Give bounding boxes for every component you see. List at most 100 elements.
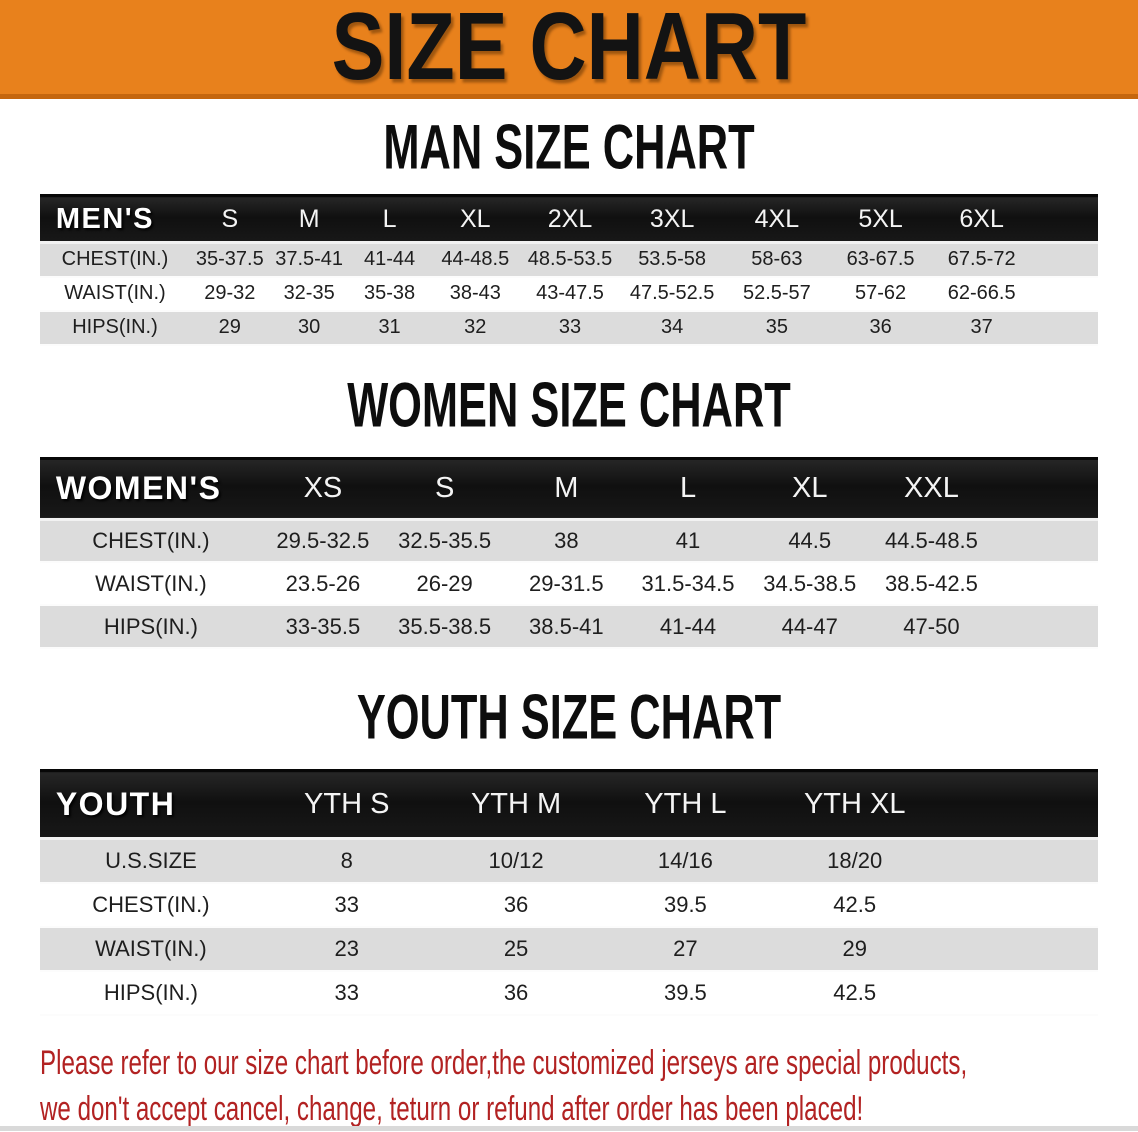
- size-value: 39.5: [600, 970, 771, 1016]
- size-value: 35: [724, 310, 830, 346]
- size-value: 29.5-32.5: [262, 519, 384, 563]
- row-label: U.S.SIZE: [39, 838, 263, 884]
- size-value: 37: [931, 310, 1032, 346]
- measurement-row: CHEST(IN.) 33 36 39.5 42.5: [39, 882, 1099, 928]
- size-value: 44-48.5: [430, 242, 521, 278]
- size-column-header: XL: [748, 456, 871, 521]
- size-value: 31: [348, 310, 431, 346]
- filler-cell: [939, 838, 1099, 884]
- filler-cell: [1031, 276, 1099, 312]
- header-row: MEN'S S M L XL 2XL 3XL 4XL 5XL 6XL: [39, 194, 1099, 244]
- size-value: 38.5-42.5: [870, 562, 993, 606]
- size-value: 23.5-26: [262, 562, 384, 606]
- measurement-row: CHEST(IN.) 35-37.5 37.5-41 41-44 44-48.5 48.5…: [39, 242, 1099, 278]
- filler-cell: [939, 970, 1099, 1016]
- size-column-header: XXL: [870, 456, 993, 521]
- filler-cell: [939, 926, 1099, 972]
- size-value: 34: [619, 310, 725, 346]
- measurement-row: CHEST(IN.) 29.5-32.5 32.5-35.5 38 41 44.5 44.5…: [39, 519, 1099, 563]
- women-table-header: WOMEN'S XS S M L XL XXL: [39, 456, 1099, 521]
- size-value: 8: [262, 838, 432, 884]
- size-column-header: M: [505, 456, 628, 521]
- size-value: 27: [600, 926, 771, 972]
- disclaimer-line-1: Please refer to our size chart before or…: [40, 1043, 968, 1082]
- measurement-row: HIPS(IN.) 29 30 31 32 33 34 35 36 37: [39, 310, 1099, 346]
- size-column-header: 2XL: [520, 194, 620, 244]
- disclaimer-line-2: we don't accept cancel, change, teturn o…: [40, 1090, 864, 1129]
- header-row: WOMEN'S XS S M L XL XXL: [39, 456, 1099, 521]
- size-value: 32.5-35.5: [383, 519, 506, 563]
- measurement-row: WAIST(IN.) 23.5-26 26-29 29-31.5 31.5-34.5 34…: [39, 562, 1099, 606]
- size-column-header: L: [627, 456, 749, 521]
- size-value: 38.5-41: [505, 605, 628, 649]
- filler-cell: [992, 605, 1099, 649]
- measurement-row: WAIST(IN.) 23 25 27 29: [39, 926, 1099, 972]
- size-value: 31.5-34.5: [627, 562, 749, 606]
- men-size-section: MAN SIZE CHART MEN'S S M L XL 2XL 3XL 4XL 5XL 6XL C…: [0, 112, 1138, 346]
- size-value: 10/12: [431, 838, 601, 884]
- youth-section-title: YOUTH SIZE CHART: [356, 682, 782, 753]
- filler-cell: [992, 456, 1099, 521]
- size-value: 43-47.5: [520, 276, 620, 312]
- page-title: SIZE CHART: [331, 0, 807, 101]
- size-value: 29: [770, 926, 940, 972]
- size-value: 48.5-53.5: [520, 242, 620, 278]
- row-label: CHEST(IN.): [39, 242, 191, 278]
- size-value: 36: [431, 882, 601, 928]
- size-column-header: XS: [262, 456, 384, 521]
- size-value: 32: [430, 310, 521, 346]
- size-column-header: M: [269, 194, 349, 244]
- size-chart-sections: MAN SIZE CHART MEN'S S M L XL 2XL 3XL 4XL 5XL 6XL C…: [0, 112, 1138, 1016]
- row-label: WAIST(IN.): [39, 926, 263, 972]
- size-column-header: YTH S: [262, 769, 432, 840]
- size-value: 29-32: [190, 276, 270, 312]
- youth-size-table: YOUTH YTH S YTH M YTH L YTH XL U.S.SIZE 8 10/12…: [39, 769, 1099, 1016]
- group-label: WOMEN'S: [39, 456, 263, 521]
- filler-cell: [1031, 310, 1099, 346]
- women-size-table: WOMEN'S XS S M L XL XXL CHEST(IN.) 29.5-32.5 32.5…: [39, 456, 1099, 649]
- size-value: 38-43: [430, 276, 521, 312]
- size-value: 57-62: [829, 276, 932, 312]
- size-value: 35.5-38.5: [383, 605, 506, 649]
- size-column-header: 3XL: [619, 194, 725, 244]
- size-value: 33: [520, 310, 620, 346]
- size-value: 42.5: [770, 882, 940, 928]
- group-label: YOUTH: [39, 769, 263, 840]
- size-value: 36: [431, 970, 601, 1016]
- size-value: 41-44: [627, 605, 749, 649]
- size-value: 63-67.5: [829, 242, 932, 278]
- youth-table-header: YOUTH YTH S YTH M YTH L YTH XL: [39, 769, 1099, 840]
- size-value: 44-47: [748, 605, 871, 649]
- filler-cell: [939, 882, 1099, 928]
- size-value: 44.5-48.5: [870, 519, 993, 563]
- size-column-header: 6XL: [931, 194, 1032, 244]
- bottom-border-strip: [0, 1126, 1138, 1131]
- size-column-header: 5XL: [829, 194, 932, 244]
- size-column-header: YTH M: [431, 769, 601, 840]
- row-label: CHEST(IN.): [39, 519, 263, 563]
- measurement-row: HIPS(IN.) 33 36 39.5 42.5: [39, 970, 1099, 1016]
- size-value: 14/16: [600, 838, 771, 884]
- size-value: 41: [627, 519, 749, 563]
- women-size-section: WOMEN SIZE CHART WOMEN'S XS S M L XL XXL CHEST(I…: [0, 369, 1138, 649]
- size-value: 44.5: [748, 519, 871, 563]
- size-column-header: XL: [430, 194, 521, 244]
- size-value: 53.5-58: [619, 242, 725, 278]
- size-value: 39.5: [600, 882, 771, 928]
- size-value: 26-29: [383, 562, 506, 606]
- size-value: 32-35: [269, 276, 349, 312]
- row-label: HIPS(IN.): [39, 310, 191, 346]
- disclaimer-text: Please refer to our size chart before or…: [40, 1040, 968, 1132]
- size-value: 67.5-72: [931, 242, 1032, 278]
- row-label: WAIST(IN.): [39, 562, 263, 606]
- filler-cell: [1031, 194, 1099, 244]
- size-value: 62-66.5: [931, 276, 1032, 312]
- women-section-title: WOMEN SIZE CHART: [347, 369, 791, 441]
- size-value: 29: [190, 310, 270, 346]
- size-value: 30: [269, 310, 349, 346]
- size-value: 58-63: [724, 242, 830, 278]
- size-column-header: YTH XL: [770, 769, 940, 840]
- group-label: MEN'S: [39, 194, 191, 244]
- size-value: 47-50: [870, 605, 993, 649]
- men-section-title: MAN SIZE CHART: [383, 112, 755, 183]
